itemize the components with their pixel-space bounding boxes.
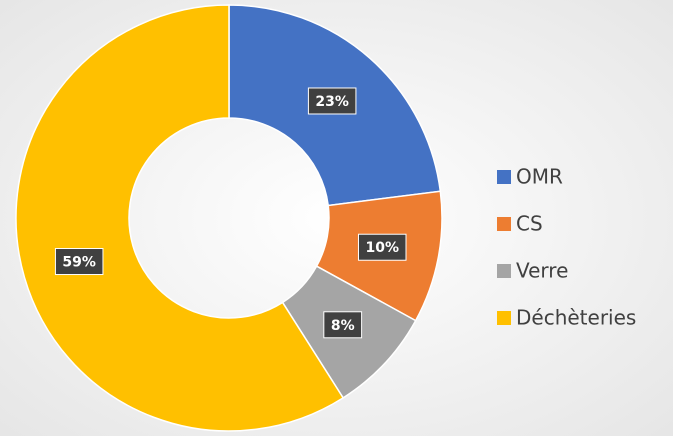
data-label-box <box>323 311 363 339</box>
legend-swatch <box>497 311 511 325</box>
data-label-box <box>357 233 407 261</box>
donut-slice <box>15 4 345 432</box>
legend-swatch <box>497 264 511 278</box>
legend-swatch <box>497 170 511 184</box>
legend-label: Verre <box>516 259 568 283</box>
data-label-box <box>54 248 104 276</box>
data-label-box <box>307 87 357 115</box>
legend-label: CS <box>516 212 543 236</box>
legend-label: Déchèteries <box>516 306 636 330</box>
data-label: 23% <box>315 94 349 110</box>
data-label: 8% <box>331 318 355 334</box>
legend-label: OMR <box>516 165 563 189</box>
data-label: 10% <box>365 240 399 256</box>
data-label: 59% <box>62 255 96 271</box>
legend-swatch <box>497 217 511 231</box>
